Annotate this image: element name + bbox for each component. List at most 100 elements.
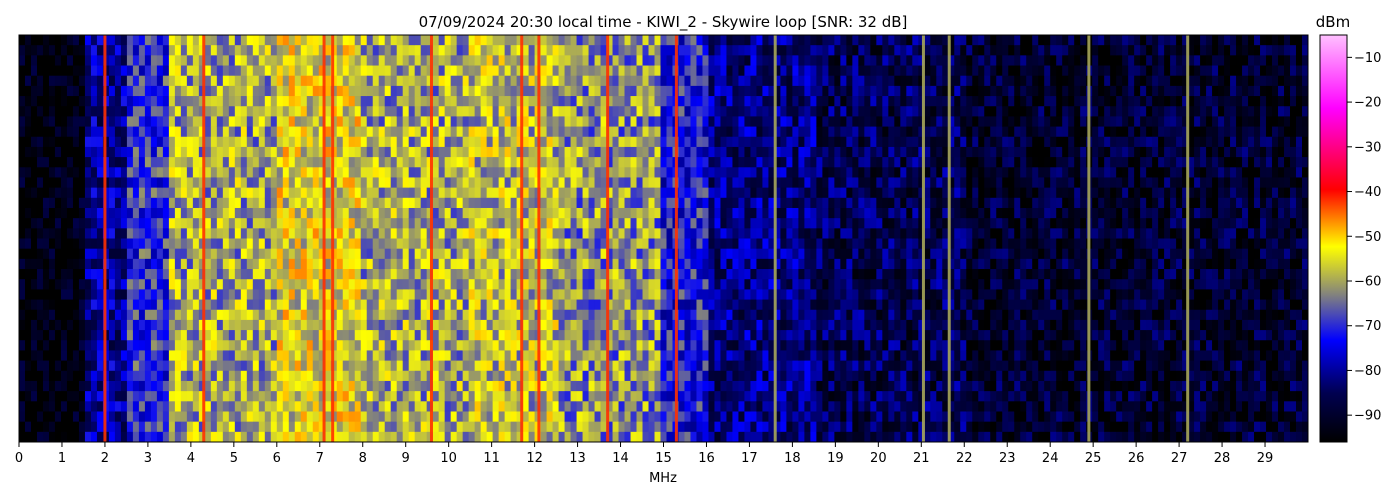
heatmap-cell (222, 431, 230, 443)
heatmap-cell (498, 55, 506, 66)
heatmap-cell (276, 35, 284, 46)
heatmap-cell (168, 126, 176, 138)
heatmap-cell (288, 228, 296, 239)
heatmap-cell (36, 269, 44, 280)
heatmap-cell (354, 197, 362, 209)
heatmap-cell (312, 136, 320, 148)
heatmap-cell (666, 197, 673, 209)
heatmap-cell (588, 279, 595, 290)
heatmap-cell (600, 75, 607, 87)
heatmap-cell (126, 360, 134, 372)
heatmap-cell (78, 45, 86, 56)
heatmap-cell (246, 228, 254, 239)
heatmap-cell (42, 431, 50, 443)
heatmap-cell (408, 380, 416, 392)
heatmap-cell (138, 330, 146, 341)
heatmap-cell (96, 187, 104, 199)
heatmap-cell (150, 96, 158, 107)
heatmap-cell (684, 197, 691, 209)
heatmap-cell (594, 157, 601, 168)
heatmap-cell (510, 146, 518, 158)
heatmap-cell (720, 197, 727, 209)
heatmap-cell (660, 279, 667, 290)
heatmap-cell (342, 218, 350, 229)
heatmap-cell (276, 330, 284, 341)
heatmap-cell (630, 116, 637, 127)
heatmap-cell (558, 330, 565, 341)
heatmap-cell (624, 370, 631, 382)
heatmap-cell (486, 401, 494, 412)
heatmap-cell (708, 65, 715, 77)
heatmap-cell (660, 319, 667, 331)
heatmap-cell (540, 35, 547, 46)
heatmap-cell (510, 157, 518, 168)
heatmap-cell (612, 248, 619, 260)
heatmap-cell (540, 116, 547, 127)
heatmap-cell (360, 360, 368, 372)
heatmap-cell (324, 65, 332, 77)
heatmap-cell (78, 360, 86, 372)
heatmap-cell (414, 258, 422, 270)
heatmap-cell (456, 157, 464, 168)
heatmap-cell (210, 197, 218, 209)
heatmap-cell (654, 309, 661, 321)
heatmap-cell (750, 269, 757, 280)
heatmap-cell (288, 177, 296, 189)
heatmap-cell (60, 269, 68, 280)
heatmap-cell (732, 65, 739, 77)
heatmap-cell (174, 177, 182, 189)
heatmap-cell (450, 218, 458, 229)
heatmap-cell (354, 330, 362, 341)
heatmap-cell (366, 65, 374, 77)
heatmap-cell (726, 218, 733, 229)
heatmap-cell (756, 411, 763, 423)
heatmap-cell (312, 258, 320, 270)
heatmap-cell (228, 380, 236, 392)
heatmap-cell (570, 106, 577, 117)
heatmap-cell (378, 187, 386, 199)
heatmap-cell (144, 269, 152, 280)
heatmap-cell (744, 116, 751, 127)
heatmap-cell (486, 289, 494, 300)
heatmap-cell (204, 269, 212, 280)
heatmap-cell (414, 238, 422, 250)
heatmap-cell (246, 380, 254, 392)
heatmap-cell (648, 136, 655, 148)
heatmap-cell (660, 85, 667, 97)
heatmap-cell (708, 35, 715, 46)
heatmap-cell (444, 421, 452, 433)
heatmap-cell (168, 340, 176, 351)
heatmap-cell (366, 146, 374, 158)
heatmap-cell (690, 85, 697, 97)
heatmap-cell (528, 35, 535, 46)
heatmap-cell (492, 85, 500, 97)
heatmap-cell (600, 350, 607, 362)
heatmap-cell (366, 157, 374, 168)
heatmap-cell (678, 411, 685, 423)
heatmap-cell (54, 55, 62, 66)
heatmap-cell (702, 340, 709, 351)
heatmap-cell (90, 340, 98, 351)
heatmap-cell (414, 360, 422, 372)
heatmap-cell (210, 167, 218, 178)
heatmap-cell (348, 238, 356, 250)
heatmap-cell (246, 157, 254, 168)
heatmap-cell (654, 55, 661, 66)
heatmap-cell (198, 116, 206, 127)
heatmap-cell (342, 75, 350, 87)
heatmap-cell (480, 279, 488, 290)
heatmap-cell (90, 116, 98, 127)
heatmap-cell (216, 218, 224, 229)
heatmap-cell (48, 421, 56, 433)
heatmap-cell (348, 319, 356, 331)
heatmap-cell (300, 340, 308, 351)
heatmap-cell (570, 380, 577, 392)
heatmap-cell (504, 45, 512, 56)
heatmap-cell (258, 167, 266, 178)
heatmap-cell (402, 289, 410, 300)
heatmap-cell (630, 411, 637, 423)
heatmap-cell (324, 350, 332, 362)
heatmap-cell (60, 85, 68, 97)
heatmap-cell (570, 279, 577, 290)
heatmap-cell (708, 218, 715, 229)
